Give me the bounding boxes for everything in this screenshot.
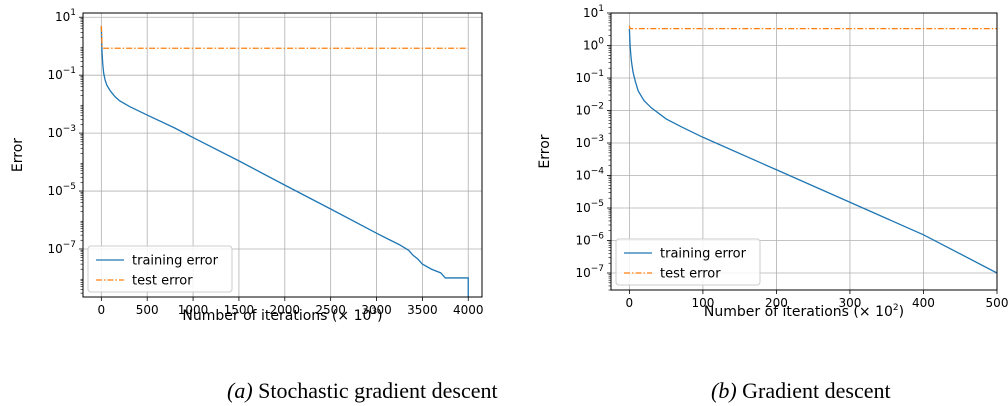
x-tick-label: 500 (986, 296, 1008, 310)
x-tick-label: 3000 (361, 303, 392, 317)
x-tick-label: 0 (626, 296, 634, 310)
series-training-error (628, 29, 997, 274)
x-axis-label: Number of iterations (× 103) (182, 307, 382, 324)
panel-caption: (a) Stochastic gradient descent (227, 378, 498, 403)
y-tick-label: 10−1 (575, 69, 604, 85)
legend: training error test error (87, 245, 233, 293)
x-tick-label: 1500 (224, 303, 255, 317)
x-tick-label: 500 (136, 303, 159, 317)
y-tick-label: 10−3 (47, 124, 76, 140)
legend-label: test error (132, 274, 193, 289)
x-tick-label: 4000 (453, 303, 484, 317)
x-tick-label: 200 (765, 296, 788, 310)
y-tick-label: 10−7 (47, 240, 76, 256)
y-tick-label: 10−2 (575, 102, 604, 118)
x-tick-label: 1000 (178, 303, 209, 317)
legend-label: training error (660, 247, 747, 262)
series-test-error (628, 25, 997, 30)
plot-frame (610, 12, 998, 291)
chart-panel-sgd: 0 500 1000 1500 2000 2500 3000 3500 4000 101 10−1 1… (10, 8, 498, 403)
y-axis-label: Error (537, 134, 553, 168)
x-tick-label: 400 (912, 296, 935, 310)
x-tick-label: 3500 (407, 303, 438, 317)
y-tick-label: 100 (583, 37, 604, 53)
panel-caption: (b) Gradient descent (711, 378, 891, 403)
x-tick-label: 100 (691, 296, 714, 310)
y-axis-label: Error (10, 138, 26, 172)
x-axis-label: Number of iterations (× 102) (704, 303, 904, 320)
x-tick-label: 300 (838, 296, 861, 310)
legend: training error test error (615, 238, 761, 286)
y-tick-label: 101 (55, 8, 76, 24)
y-tick-label: 10−5 (47, 182, 76, 198)
y-tick-label: 10−3 (575, 134, 604, 150)
x-tick-label: 2500 (315, 303, 346, 317)
y-tick-label: 10−4 (575, 167, 604, 183)
y-tick-label: 10−6 (575, 232, 604, 248)
x-tick-label: 2000 (270, 303, 301, 317)
y-tick-label: 10−5 (575, 199, 604, 215)
x-tick-label: 0 (98, 303, 106, 317)
y-tick-label: 101 (583, 4, 604, 20)
plot-frame (82, 12, 483, 298)
series-training-error (100, 25, 469, 297)
legend-label: test error (660, 267, 721, 282)
y-tick-label: 10−7 (575, 264, 604, 280)
y-tick-label: 10−1 (47, 66, 76, 82)
chart-panel-gd: 0 100 200 300 400 500 101 100 10−1 10−2 10−3 10−4 10… (537, 4, 1008, 403)
legend-label: training error (132, 254, 219, 269)
